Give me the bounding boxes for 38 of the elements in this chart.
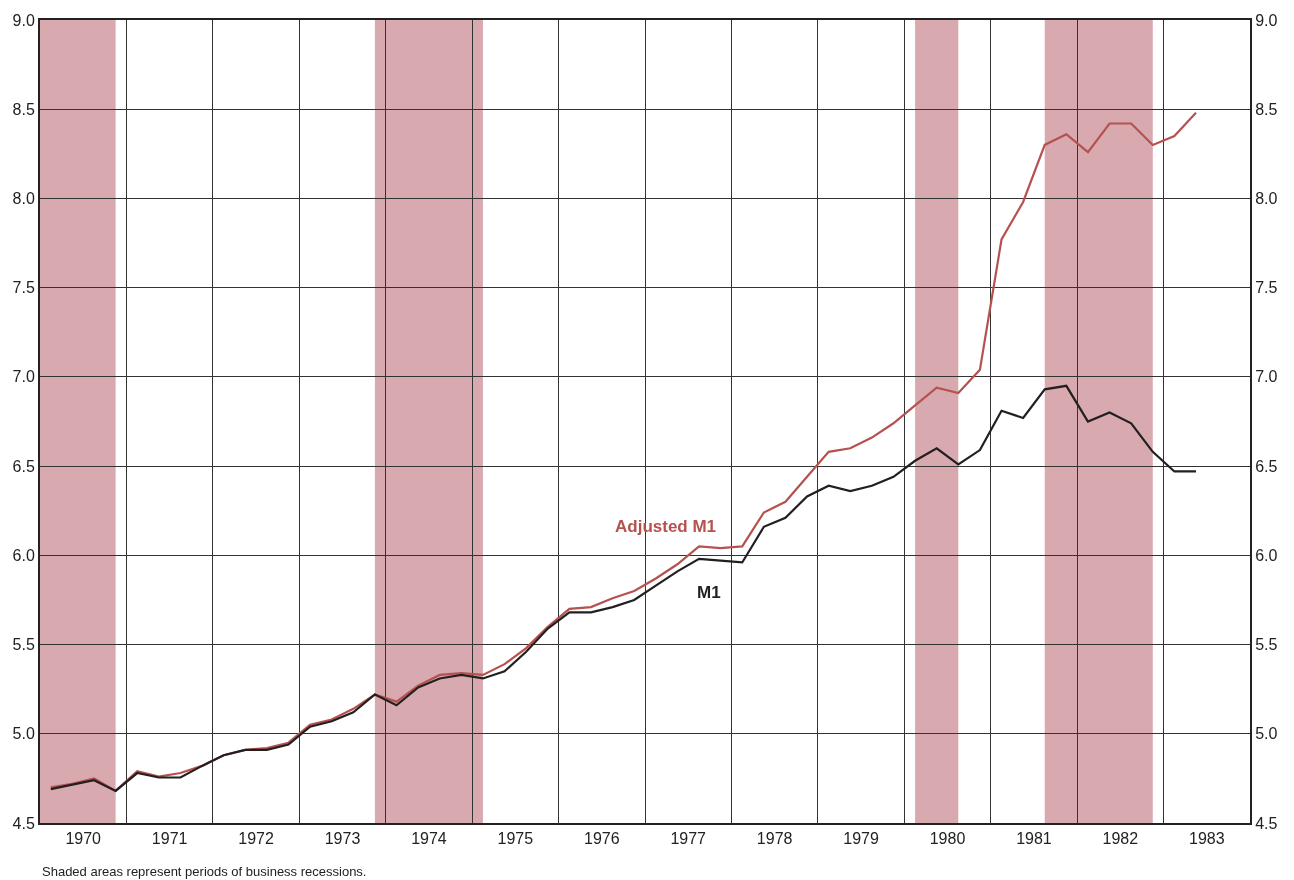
y-tick-label: 6.5 xyxy=(12,457,35,475)
y-tick-label: 7.0 xyxy=(12,368,35,386)
x-tick-label: 1983 xyxy=(1188,830,1225,848)
y-tick-label: 5.0 xyxy=(12,725,35,743)
x-tick-label: 1974 xyxy=(411,830,447,848)
series-label: M1 xyxy=(697,583,721,602)
y2-tick-label: 8.0 xyxy=(1255,190,1278,208)
x-tick-label: 1981 xyxy=(1016,830,1052,848)
y2-tick-label: 7.5 xyxy=(1255,279,1278,297)
y2-tick-label: 6.0 xyxy=(1255,546,1278,564)
y-tick-label: 8.5 xyxy=(12,100,35,118)
x-tick-label: 1980 xyxy=(929,830,966,848)
y2-tick-label: 9.0 xyxy=(1255,11,1278,29)
y-tick-label: 4.5 xyxy=(12,814,35,832)
y2-tick-label: 5.0 xyxy=(1255,725,1278,743)
y2-tick-label: 6.5 xyxy=(1255,457,1278,475)
x-tick-label: 1979 xyxy=(843,830,879,848)
line-series xyxy=(49,111,1198,792)
y-tick-label: 5.5 xyxy=(12,636,35,654)
y2-tick-label: 7.0 xyxy=(1255,368,1278,386)
y-tick-label: 9.0 xyxy=(12,11,35,29)
x-tick-label: 1978 xyxy=(756,830,793,848)
y-tick-label: 6.0 xyxy=(12,546,35,564)
y2-tick-label: 5.5 xyxy=(1255,636,1278,654)
line-series xyxy=(49,384,1198,792)
x-tick-label: 1973 xyxy=(324,830,361,848)
x-tick-label: 1971 xyxy=(151,830,188,848)
text: Shaded areas represent periods of business recessions. xyxy=(42,864,367,879)
y-tick-label: 8.0 xyxy=(12,190,35,208)
x-tick-label: 1976 xyxy=(583,830,620,848)
x-tick-label: 1977 xyxy=(670,830,707,848)
y2-tick-label: 8.5 xyxy=(1255,100,1278,118)
x-tick-label: 1972 xyxy=(238,830,274,848)
y-tick-label: 7.5 xyxy=(12,279,35,297)
x-tick-label: 1975 xyxy=(497,830,534,848)
y2-tick-label: 4.5 xyxy=(1255,814,1278,832)
x-tick-label: 1982 xyxy=(1102,830,1139,848)
x-tick-label: 1970 xyxy=(65,830,102,848)
